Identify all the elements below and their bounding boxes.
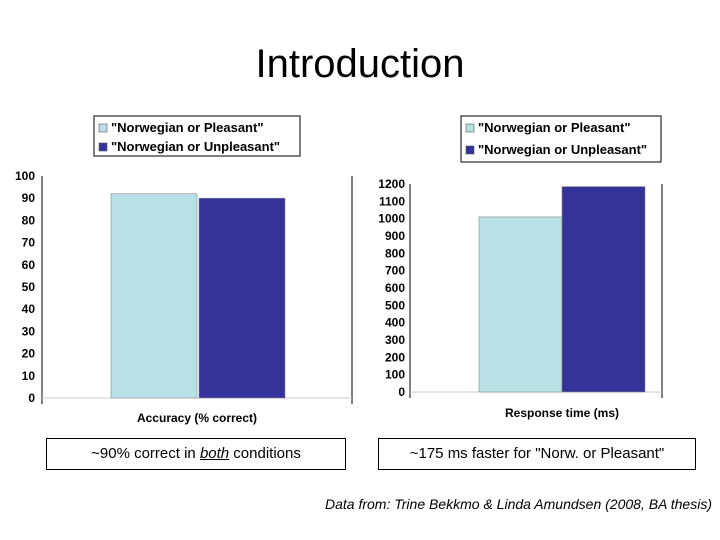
y-tick-label: 900: [385, 229, 405, 243]
y-tick-label: 1000: [378, 212, 405, 226]
bar-unpleasant: [198, 197, 286, 399]
chart-2: 0 100 200 300 400 500 600 700 800 900 1000 1100 1200…: [378, 115, 663, 420]
accuracy-caption-emphasis: both: [199, 445, 230, 462]
accuracy-caption-prefix: ~90% correct in: [91, 445, 200, 462]
y-tick-label: 0: [398, 385, 405, 399]
bar-pleasant: [478, 216, 563, 393]
y-tick-label: 0: [28, 391, 35, 405]
y-tick-label: 800: [385, 246, 405, 260]
response-time-caption: ~175 ms faster for "Norw. or Pleasant": [378, 438, 696, 470]
legend-swatch-pleasant: [465, 123, 475, 133]
y-tick-label: 30: [22, 324, 36, 338]
y-tick-label: 10: [22, 369, 36, 383]
x-axis-label: Accuracy (% correct): [137, 411, 257, 425]
y-tick-label: 200: [385, 350, 405, 364]
y-tick-label: 70: [22, 236, 36, 250]
y-tick-label: 300: [385, 333, 405, 347]
y-tick-label: 500: [385, 298, 405, 312]
y-tick-label: 400: [385, 316, 405, 330]
legend-swatch-pleasant: [98, 123, 108, 133]
slide-title: Introduction: [255, 42, 465, 86]
chart-1: 0 10 20 30 40 50 60 70 80 90 100 Accuracy (% correc…: [15, 115, 353, 425]
legend: "Norwegian or Pleasant" "Norwegian or Unp…: [460, 115, 662, 163]
y-tick-label: 90: [22, 191, 36, 205]
y-tick-label: 60: [22, 258, 36, 272]
x-axis-label: Response time (ms): [505, 406, 619, 420]
legend-label-unpleasant: "Norwegian or Unpleasant": [111, 139, 280, 154]
y-tick-label: 80: [22, 213, 36, 227]
y-tick-label: 50: [22, 280, 36, 294]
y-tick-label: 100: [385, 368, 405, 382]
y-tick-label: 600: [385, 281, 405, 295]
legend: "Norwegian or Pleasant" "Norwegian or Unp…: [93, 115, 301, 157]
y-tick-label: 1200: [378, 177, 405, 191]
bar-unpleasant: [561, 186, 646, 393]
legend-label-unpleasant: "Norwegian or Unpleasant": [478, 142, 647, 157]
accuracy-caption-suffix: conditions: [229, 445, 301, 462]
legend-frame: [460, 115, 662, 163]
accuracy-caption: ~90% correct in both conditions: [46, 438, 346, 470]
legend-swatch-unpleasant: [98, 142, 108, 152]
y-tick-label: 1100: [379, 194, 405, 208]
y-tick-label: 100: [15, 169, 35, 183]
legend-label-pleasant: "Norwegian or Pleasant": [478, 120, 630, 135]
y-tick-label: 40: [22, 302, 36, 316]
data-source-credit: Data from: Trine Bekkmo & Linda Amundsen…: [325, 496, 712, 512]
bar-charts: 0 10 20 30 40 50 60 70 80 90 100 Accuracy (% correc…: [15, 115, 663, 425]
legend-label-pleasant: "Norwegian or Pleasant": [111, 120, 263, 135]
y-tick-label: 700: [385, 264, 405, 278]
y-tick-label: 20: [22, 347, 36, 361]
legend-frame: [93, 115, 301, 157]
bar-pleasant: [110, 193, 198, 399]
legend-swatch-unpleasant: [465, 145, 475, 155]
